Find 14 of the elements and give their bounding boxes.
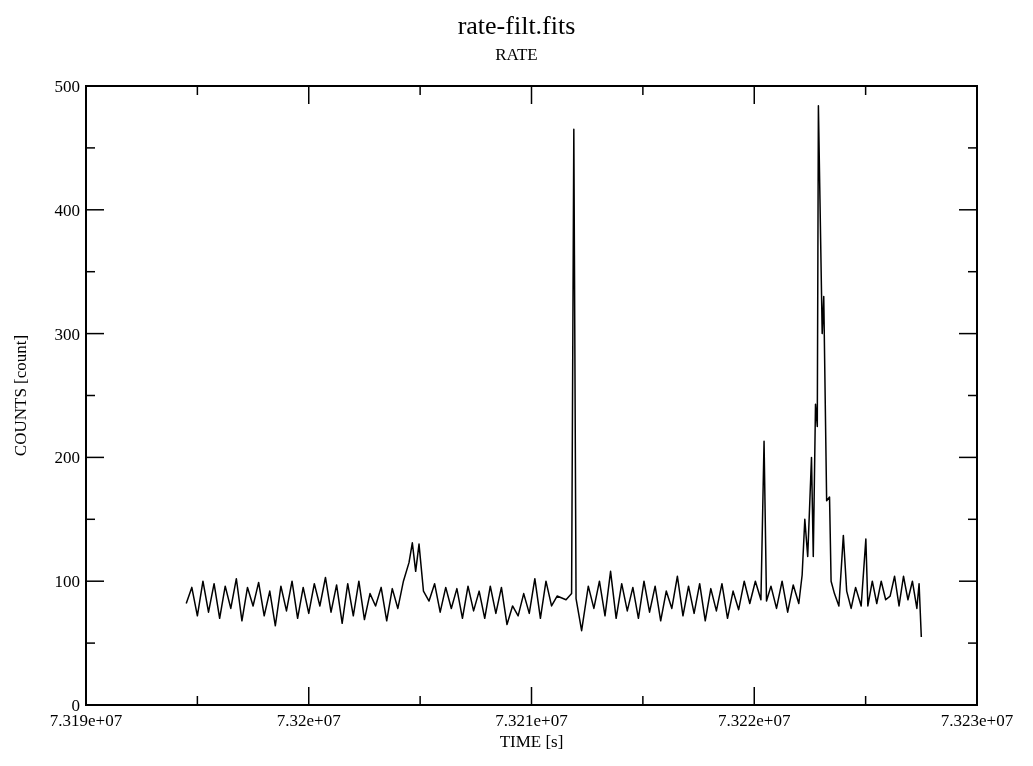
x-tick-label: 7.323e+07 (940, 711, 1014, 730)
x-tick-label: 7.322e+07 (718, 711, 791, 730)
y-tick-label: 200 (54, 448, 80, 468)
y-tick-label: 400 (54, 200, 80, 220)
y-tick-label: 500 (54, 77, 80, 96)
chart-subtitle: RATE (495, 45, 538, 64)
x-axis-title: TIME [s] (499, 732, 564, 751)
x-tick-label: 7.321e+07 (495, 711, 569, 730)
y-tick-label: 300 (54, 324, 80, 344)
y-axis-title: COUNTS [count] (11, 334, 30, 457)
chart-title: rate-filt.fits (457, 11, 576, 40)
line-series (185, 105, 923, 638)
y-tick-label: 100 (54, 572, 80, 592)
x-tick-label: 7.32e+07 (276, 711, 342, 730)
